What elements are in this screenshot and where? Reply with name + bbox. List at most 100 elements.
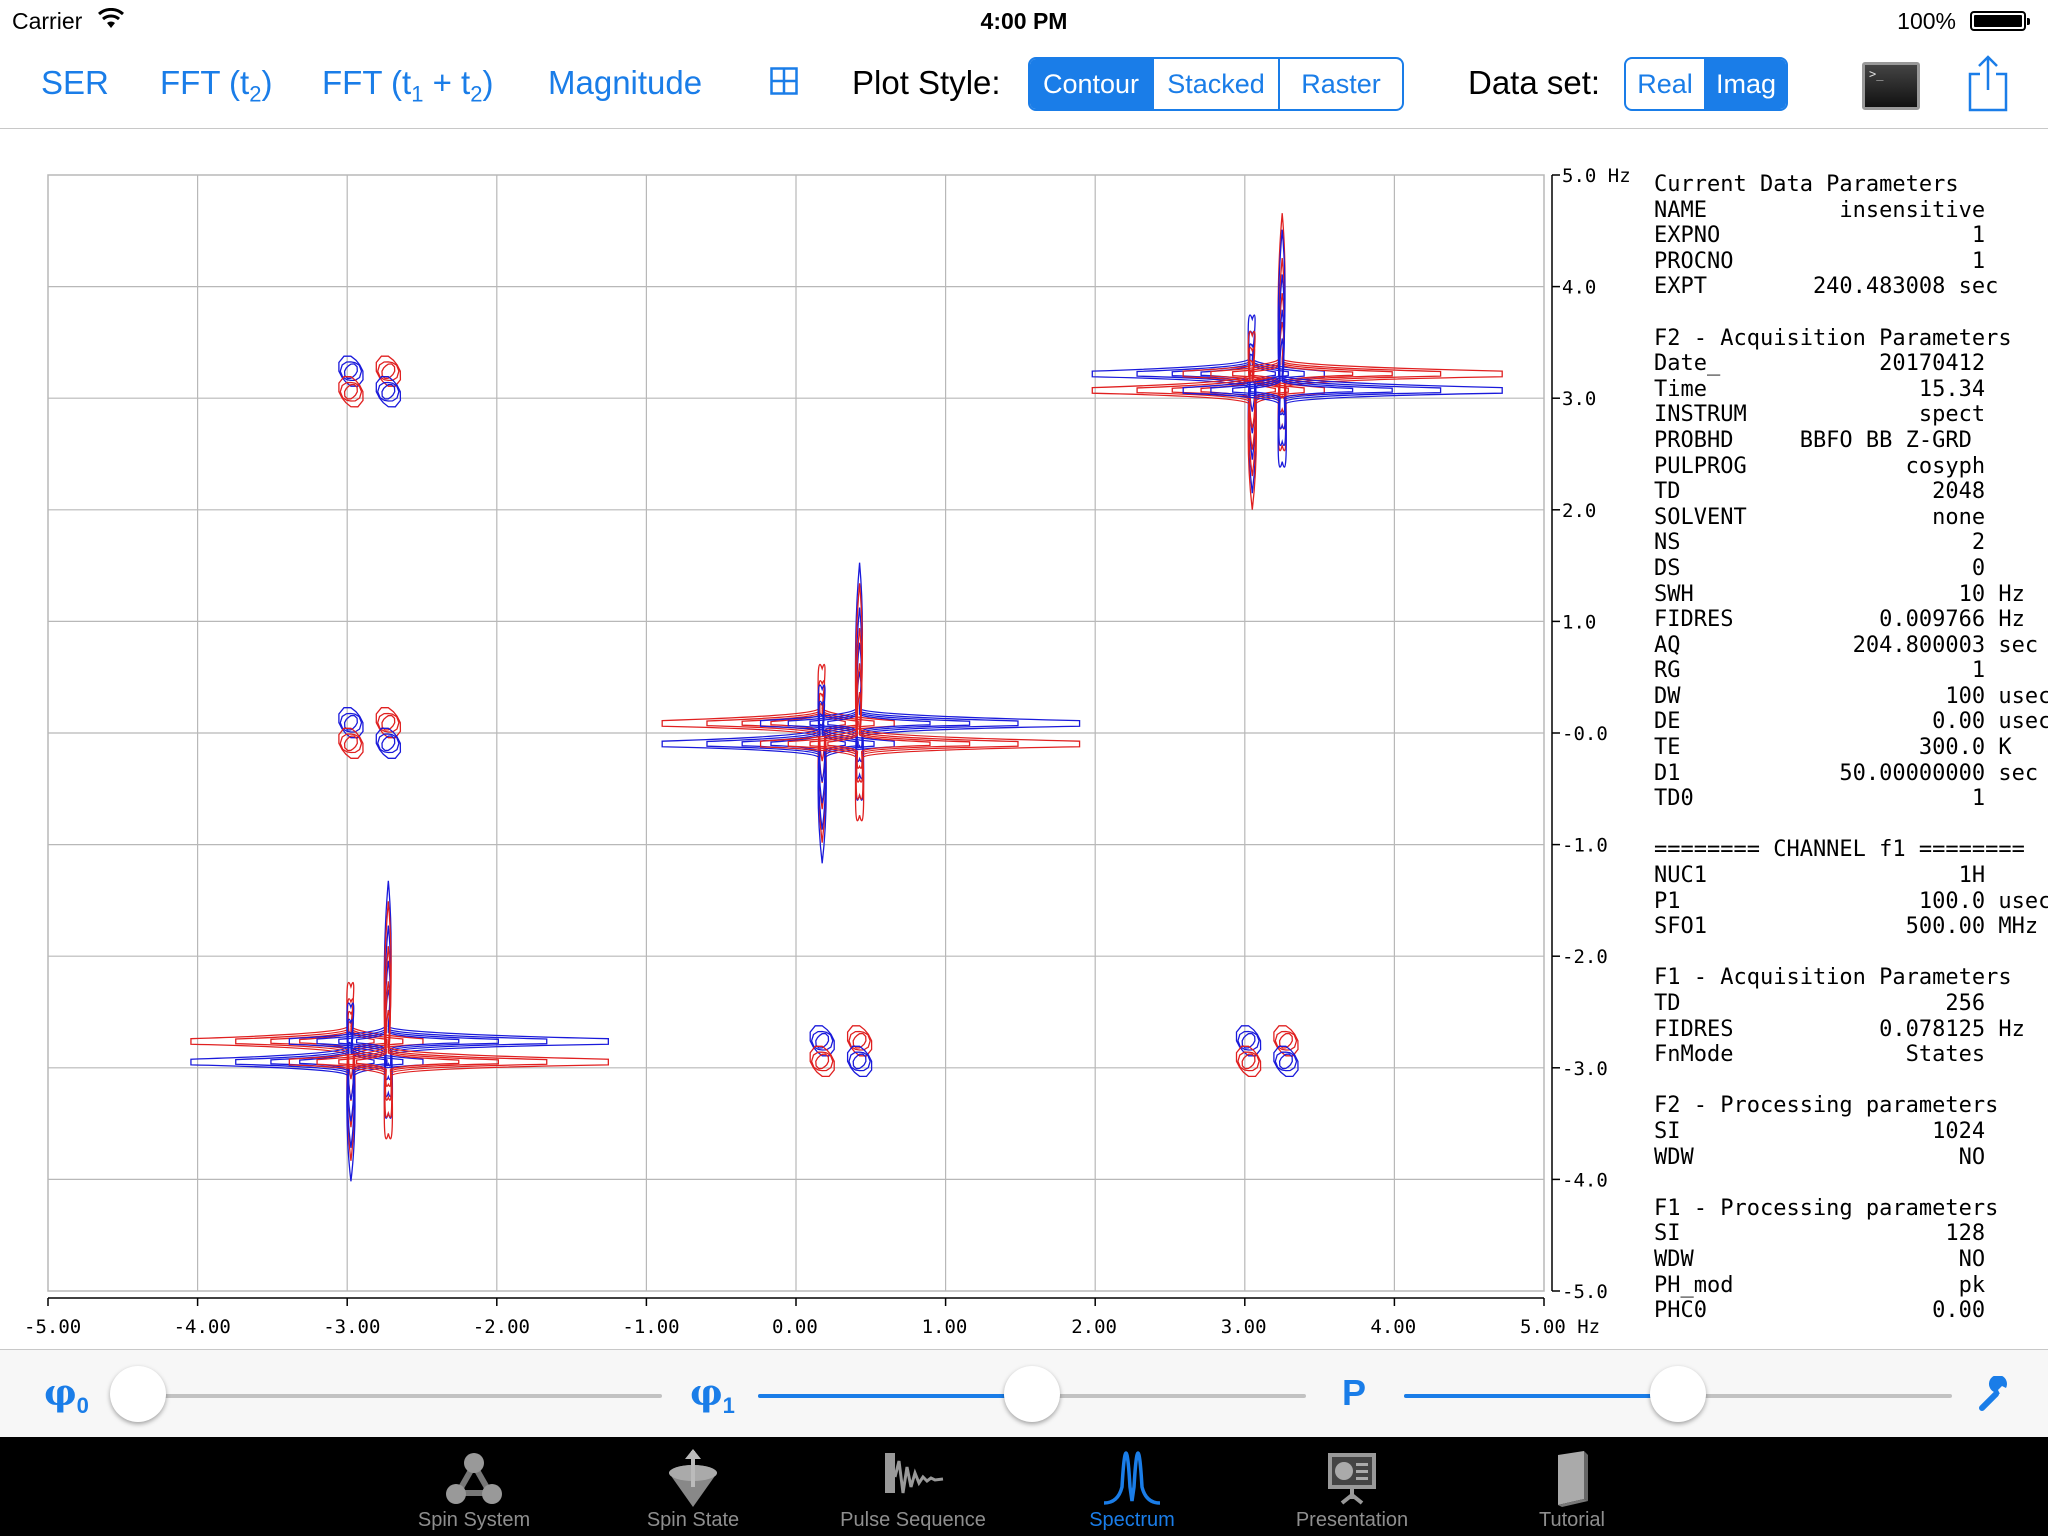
contour-line xyxy=(338,376,364,408)
phi1-slider-thumb[interactable] xyxy=(1004,1366,1060,1422)
contour-line xyxy=(815,1032,830,1049)
fft-t1-t2-button[interactable]: FFT (t1 + t2) xyxy=(322,64,493,108)
param-line: TD 256 xyxy=(1654,991,1986,1016)
tab-spectrum[interactable]: Spectrum xyxy=(1032,1437,1232,1536)
param-line: SI 1024 xyxy=(1654,1118,1986,1144)
data-set-segmented-control: Real Imag xyxy=(1624,57,1788,111)
param-line: FIDRES 0.009766 Hz xyxy=(1654,607,2025,633)
param-line: FnMode States xyxy=(1654,1042,1986,1068)
wrench-icon[interactable] xyxy=(1978,1376,2010,1412)
y-tick-label: -1.0 xyxy=(1562,835,1608,857)
plot-style-contour[interactable]: Contour xyxy=(1030,59,1154,109)
p-slider-thumb[interactable] xyxy=(1650,1366,1706,1422)
y-tick-label: 3.0 xyxy=(1562,388,1596,410)
param-line: DE 0.00 usec xyxy=(1654,709,2048,735)
contour-line xyxy=(381,735,396,752)
phi1-symbol: φ xyxy=(690,1372,723,1414)
param-line: F2 - Processing parameters xyxy=(1654,1093,1999,1119)
pulse-sequence-icon xyxy=(885,1453,944,1494)
param-line: NAME insensitive xyxy=(1654,197,1986,223)
phi0-slider-thumb[interactable] xyxy=(110,1366,166,1422)
contour-line xyxy=(338,355,364,387)
param-line: FIDRES 0.078125 Hz xyxy=(1654,1016,2025,1042)
grid-icon[interactable] xyxy=(770,67,798,95)
data-set-imag[interactable]: Imag xyxy=(1706,59,1786,109)
data-set-real[interactable]: Real xyxy=(1626,59,1706,109)
phi0-symbol: φ xyxy=(44,1372,77,1414)
contour-line xyxy=(848,1051,871,1072)
tab-label-pulse-sequence: Pulse Sequence xyxy=(840,1509,986,1531)
battery-percent: 100% xyxy=(1897,8,1956,34)
contour-line xyxy=(375,707,402,739)
phi0-slider[interactable] xyxy=(138,1394,662,1398)
tab-label-spin-system: Spin System xyxy=(417,1509,531,1531)
contour-line xyxy=(375,355,402,387)
x-tick-label: 4.00 xyxy=(1370,1316,1416,1338)
param-line xyxy=(1654,300,2048,326)
tab-spin-state[interactable]: Spin State xyxy=(593,1437,793,1536)
tab-tutorial[interactable]: Tutorial xyxy=(1472,1437,1672,1536)
phi1-sub: 1 xyxy=(722,1393,735,1419)
param-line: SFO1 500.00 MHz xyxy=(1654,914,2039,940)
param-line: NUC1 1H xyxy=(1654,863,1986,889)
plot-style-segmented-control: Contour Stacked Raster xyxy=(1028,57,1404,111)
param-line: SOLVENT none xyxy=(1654,504,1986,530)
plot-style-raster[interactable]: Raster xyxy=(1301,68,1381,99)
param-line: D1 50.00000000 sec xyxy=(1654,760,2039,786)
param-line: EXPT 240.483008 sec xyxy=(1654,274,1999,300)
y-tick-label: 2.0 xyxy=(1562,500,1596,522)
tab-presentation[interactable]: Presentation xyxy=(1252,1437,1452,1536)
contour-line xyxy=(827,691,931,769)
spectrum-plot[interactable]: -5.00 -4.00 -3.00 -2.00 -1.00 0.00 1.00 2.00 3.0… xyxy=(0,129,1650,1349)
contour-line xyxy=(661,663,895,843)
y-tick-label: 5.0 Hz xyxy=(1562,165,1631,187)
phi0-sub: 0 xyxy=(76,1393,89,1419)
peak-group-diagonal xyxy=(661,562,1081,864)
param-line: Date_ 20170412 xyxy=(1654,351,1986,377)
terminal-icon[interactable]: >_ xyxy=(1862,62,1920,110)
fft-t2-sub: 2 xyxy=(249,81,262,107)
fft-t1t2-label: FFT (t xyxy=(322,64,412,101)
share-icon[interactable] xyxy=(1966,54,2010,112)
y-tick-label: 4.0 xyxy=(1562,277,1596,299)
contour-line xyxy=(1241,1032,1256,1049)
param-line: F1 - Acquisition Parameters xyxy=(1654,965,2012,991)
wifi-icon xyxy=(98,8,124,28)
contour-line xyxy=(375,727,402,759)
contour-line xyxy=(1273,1045,1299,1078)
peak-group-cross xyxy=(338,707,402,759)
fft-t1t2-close: ) xyxy=(482,64,494,101)
param-line xyxy=(1654,812,2048,838)
param-line: DS 0 xyxy=(1654,555,1986,581)
fft-t1t2-mid: + t xyxy=(423,64,471,101)
fft-t1t2-sub1: 1 xyxy=(411,81,424,107)
param-line: INSTRUM spect xyxy=(1654,402,1986,428)
contour-line xyxy=(381,383,396,400)
ser-button[interactable]: SER xyxy=(41,64,109,101)
param-line: PROBHD BBFO BB Z-GRD xyxy=(1654,427,1972,453)
tab-spin-system[interactable]: Spin System xyxy=(374,1437,574,1536)
p-slider-fill xyxy=(1404,1394,1678,1398)
param-line: ======== CHANNEL f1 ======== xyxy=(1654,837,2025,863)
phase-slider-bar: φ0 φ1 P xyxy=(0,1349,2048,1438)
param-line: PULPROG cosyph xyxy=(1654,453,1986,479)
contour-line xyxy=(381,714,396,731)
magnitude-button[interactable]: Magnitude xyxy=(548,64,703,101)
contour-line xyxy=(339,381,363,402)
tutorial-icon xyxy=(1558,1451,1588,1507)
tab-label-tutorial: Tutorial xyxy=(1539,1509,1605,1531)
param-line: Current Data Parameters xyxy=(1654,172,1959,197)
peak-group-diagonal xyxy=(1091,213,1503,510)
x-axis: -5.00 -4.00 -3.00 -2.00 -1.00 0.00 1.00 2.00 3.0… xyxy=(24,1297,1600,1338)
tab-pulse-sequence[interactable]: Pulse Sequence xyxy=(813,1437,1013,1536)
fft-t2-button[interactable]: FFT (t2) xyxy=(160,64,272,108)
param-line: Time 15.34 xyxy=(1654,376,1986,402)
x-tick-label: 0.00 xyxy=(772,1316,818,1338)
plot-style-stacked[interactable]: Stacked xyxy=(1154,59,1280,109)
y-axis: 5.0 Hz 4.0 3.0 2.0 1.0 -0.0 -1.0 -2.0 -3.0 -4.0 -5… xyxy=(1551,165,1631,1303)
spectrum-icon xyxy=(1103,1451,1161,1505)
contour-line xyxy=(1235,1045,1262,1078)
spin-system-icon xyxy=(446,1453,502,1504)
contour-line xyxy=(375,376,402,408)
contour-line xyxy=(343,363,358,380)
